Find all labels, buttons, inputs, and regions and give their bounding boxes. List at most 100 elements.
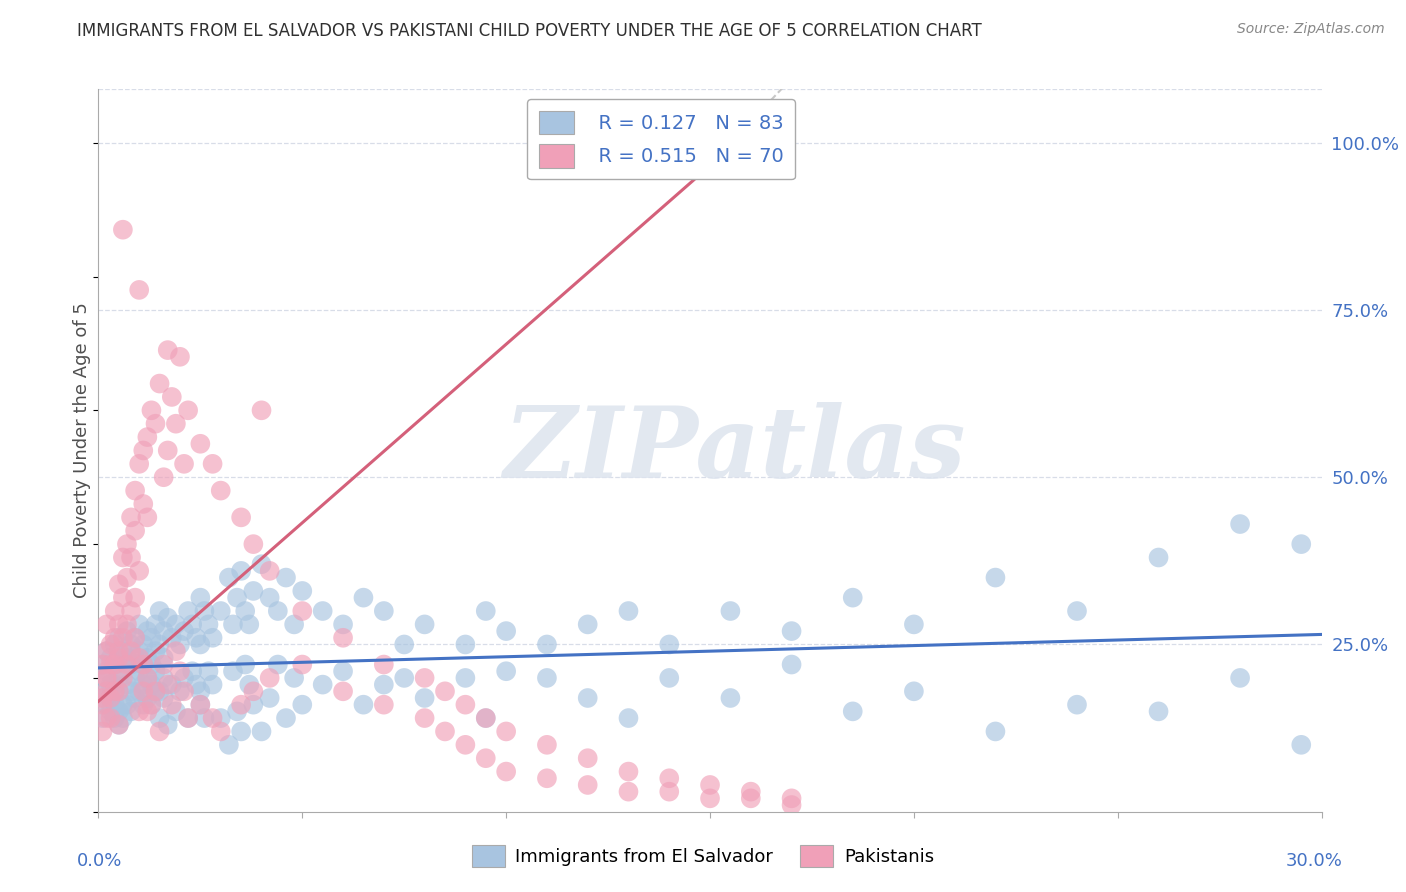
Point bbox=[226, 591, 249, 605]
Point bbox=[718, 604, 742, 618]
Point bbox=[1147, 550, 1170, 565]
Point bbox=[108, 577, 131, 591]
Point bbox=[124, 483, 146, 498]
Point bbox=[576, 778, 599, 792]
Point bbox=[104, 657, 127, 672]
Point bbox=[132, 684, 155, 698]
Point bbox=[160, 678, 183, 692]
Point bbox=[108, 705, 131, 719]
Point bbox=[111, 550, 134, 565]
Point bbox=[156, 678, 179, 692]
Point bbox=[124, 690, 146, 705]
Point bbox=[233, 657, 256, 672]
Point bbox=[108, 717, 131, 731]
Point bbox=[1229, 517, 1251, 532]
Point bbox=[177, 403, 200, 417]
Point bbox=[413, 711, 436, 725]
Text: 0.0%: 0.0% bbox=[77, 852, 122, 870]
Point bbox=[136, 705, 159, 719]
Point bbox=[576, 690, 599, 705]
Point bbox=[141, 698, 163, 712]
Point bbox=[222, 664, 245, 679]
Point bbox=[617, 711, 640, 725]
Point bbox=[100, 690, 122, 705]
Point bbox=[177, 711, 200, 725]
Point bbox=[141, 678, 163, 692]
Point bbox=[108, 644, 131, 658]
Point bbox=[238, 678, 260, 692]
Point bbox=[108, 651, 131, 665]
Point bbox=[100, 651, 122, 665]
Point bbox=[128, 705, 150, 719]
Point bbox=[332, 617, 354, 632]
Point bbox=[903, 684, 925, 698]
Point bbox=[283, 671, 305, 685]
Point bbox=[160, 698, 183, 712]
Point bbox=[233, 604, 256, 618]
Point bbox=[392, 671, 416, 685]
Point bbox=[495, 664, 517, 679]
Point bbox=[96, 711, 118, 725]
Point bbox=[242, 684, 264, 698]
Point bbox=[128, 457, 150, 471]
Point bbox=[111, 664, 134, 679]
Point bbox=[576, 617, 599, 632]
Point bbox=[120, 510, 142, 524]
Point bbox=[115, 651, 138, 665]
Point bbox=[91, 711, 114, 725]
Point bbox=[201, 457, 224, 471]
Point bbox=[658, 671, 681, 685]
Point bbox=[160, 631, 183, 645]
Point bbox=[201, 711, 224, 725]
Point bbox=[120, 684, 142, 698]
Point bbox=[841, 591, 863, 605]
Point bbox=[120, 657, 142, 672]
Point bbox=[145, 664, 167, 679]
Point bbox=[658, 771, 681, 786]
Point bbox=[699, 791, 721, 805]
Point bbox=[181, 664, 204, 679]
Point bbox=[186, 631, 208, 645]
Point bbox=[100, 678, 122, 692]
Point bbox=[474, 711, 498, 725]
Point bbox=[120, 550, 142, 565]
Point bbox=[149, 684, 172, 698]
Point bbox=[91, 690, 114, 705]
Point bbox=[132, 657, 155, 672]
Point bbox=[259, 564, 281, 578]
Point bbox=[699, 778, 721, 792]
Point bbox=[222, 617, 245, 632]
Point bbox=[740, 791, 762, 805]
Point bbox=[128, 564, 150, 578]
Point bbox=[115, 678, 138, 692]
Point bbox=[291, 584, 314, 599]
Point bbox=[152, 624, 174, 639]
Point bbox=[128, 664, 150, 679]
Point bbox=[136, 671, 159, 685]
Point bbox=[454, 738, 477, 752]
Point bbox=[740, 785, 762, 799]
Point bbox=[96, 671, 118, 685]
Point bbox=[96, 644, 118, 658]
Point bbox=[120, 705, 142, 719]
Point bbox=[141, 631, 163, 645]
Point bbox=[111, 698, 134, 712]
Point bbox=[115, 617, 138, 632]
Legend:   R = 0.127   N = 83,   R = 0.515   N = 70: R = 0.127 N = 83, R = 0.515 N = 70 bbox=[527, 99, 794, 179]
Point bbox=[115, 537, 138, 551]
Point bbox=[495, 764, 517, 779]
Point bbox=[312, 604, 335, 618]
Point bbox=[156, 343, 179, 358]
Point bbox=[259, 690, 281, 705]
Point bbox=[128, 617, 150, 632]
Point bbox=[259, 591, 281, 605]
Point bbox=[373, 678, 395, 692]
Point bbox=[173, 671, 195, 685]
Point bbox=[145, 684, 167, 698]
Point bbox=[108, 631, 131, 645]
Point bbox=[108, 684, 131, 698]
Point bbox=[373, 604, 395, 618]
Point bbox=[454, 698, 477, 712]
Point bbox=[474, 751, 498, 765]
Point bbox=[169, 637, 191, 651]
